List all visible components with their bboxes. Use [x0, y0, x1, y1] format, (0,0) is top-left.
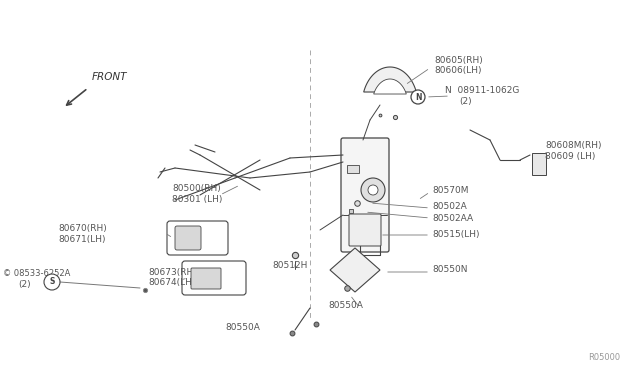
Text: 80502A: 80502A	[432, 202, 467, 211]
Text: (2): (2)	[18, 280, 31, 289]
Text: 80609 (LH): 80609 (LH)	[545, 151, 595, 160]
Text: 80301 (LH): 80301 (LH)	[172, 195, 222, 203]
Circle shape	[411, 90, 425, 104]
Text: 80671(LH): 80671(LH)	[58, 234, 106, 244]
Text: 80606(LH): 80606(LH)	[434, 65, 481, 74]
Text: 80500(RH): 80500(RH)	[172, 183, 221, 192]
Text: 80550N: 80550N	[432, 266, 467, 275]
Circle shape	[368, 185, 378, 195]
Text: R05000: R05000	[588, 353, 620, 362]
Text: 80550A: 80550A	[225, 324, 260, 333]
Circle shape	[361, 178, 385, 202]
Text: FRONT: FRONT	[92, 72, 127, 82]
Text: 80570M: 80570M	[432, 186, 468, 195]
Text: 80608M(RH): 80608M(RH)	[545, 141, 602, 150]
FancyBboxPatch shape	[532, 153, 546, 175]
Text: N  08911-1062G: N 08911-1062G	[445, 86, 520, 94]
FancyBboxPatch shape	[191, 268, 221, 289]
Text: 80550A: 80550A	[328, 301, 363, 310]
Text: N: N	[415, 93, 421, 102]
Text: S: S	[49, 278, 54, 286]
Text: 80673(RH): 80673(RH)	[148, 267, 196, 276]
Circle shape	[44, 274, 60, 290]
FancyBboxPatch shape	[182, 261, 246, 295]
FancyBboxPatch shape	[341, 138, 389, 252]
Text: 80502AA: 80502AA	[432, 214, 473, 222]
FancyBboxPatch shape	[349, 214, 381, 246]
Text: 80605(RH): 80605(RH)	[434, 55, 483, 64]
Text: 80674(LH): 80674(LH)	[148, 279, 195, 288]
Polygon shape	[374, 79, 406, 94]
Polygon shape	[364, 67, 416, 92]
Text: 80515(LH): 80515(LH)	[432, 230, 479, 238]
FancyBboxPatch shape	[167, 221, 228, 255]
FancyBboxPatch shape	[347, 165, 359, 173]
Polygon shape	[330, 248, 380, 292]
Text: © 08533-6252A: © 08533-6252A	[3, 269, 70, 279]
FancyBboxPatch shape	[175, 226, 201, 250]
Text: 80512H: 80512H	[272, 260, 307, 269]
Text: 80670(RH): 80670(RH)	[58, 224, 107, 232]
Text: (2): (2)	[459, 96, 472, 106]
